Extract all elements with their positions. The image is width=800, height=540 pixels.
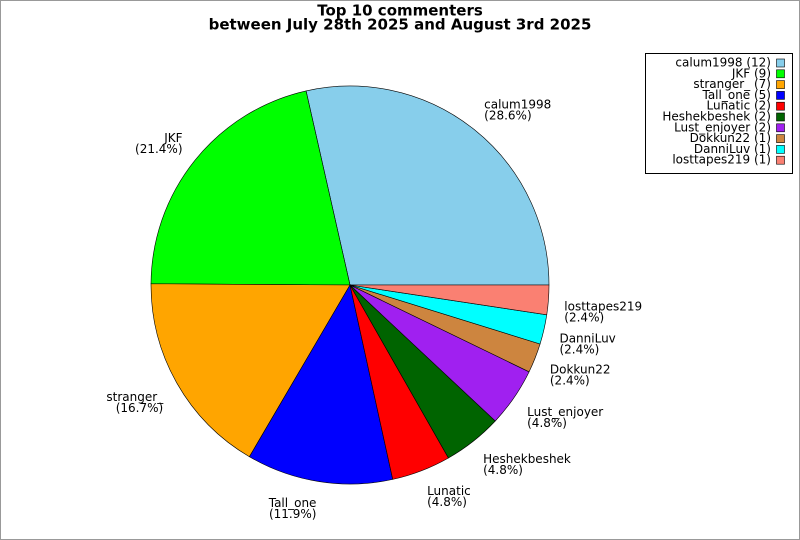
- pie-slice: [305, 85, 550, 286]
- chart-subtitle: between July 28th 2025 and August 3rd 20…: [209, 16, 592, 34]
- slice-value-label: (2.4%): [564, 311, 604, 325]
- legend-swatch: [776, 80, 785, 89]
- slice-label: losttapes219: [564, 300, 642, 314]
- slice-label: Tall_one: [268, 496, 317, 510]
- slice-label: JKF: [163, 131, 182, 145]
- legend-swatch: [776, 123, 785, 133]
- legend-label: calum1998 (12): [675, 56, 771, 70]
- slice-value-label: (4.8%): [427, 495, 467, 509]
- legend-swatch: [776, 155, 785, 165]
- legend-label: Tall_one (5): [701, 88, 771, 102]
- legend-swatch: [776, 112, 785, 122]
- slice-value-label: (11.9%): [269, 507, 316, 521]
- slice-label: Lust_enjoyer: [527, 405, 603, 419]
- pie-slice: [349, 284, 550, 316]
- slice-value-label: (4.8%): [527, 416, 567, 430]
- slice-value-label: (16.7%): [116, 401, 163, 415]
- chart-title: Top 10 commenters: [317, 2, 483, 20]
- legend-label: Lust_enjoyer (2): [674, 120, 771, 134]
- legend-swatch: [776, 101, 785, 111]
- legend-swatch: [776, 145, 785, 154]
- slice-label: stranger_: [106, 390, 164, 404]
- legend-label: stranger_ (7): [693, 77, 771, 91]
- slice-value-label: (4.8%): [483, 463, 523, 477]
- legend-box: [645, 53, 793, 174]
- legend-label: DanniLuv (1): [694, 142, 771, 156]
- slice-label: DanniLuv: [559, 332, 615, 346]
- slice-label: Dokkun22: [550, 362, 611, 376]
- legend-label: losttapes219 (1): [672, 153, 771, 167]
- slice-value-label: (2.4%): [550, 373, 590, 387]
- legend-label: JKF (9): [731, 66, 771, 80]
- slice-label: Lunatic: [427, 484, 471, 498]
- slice-value-label: (2.4%): [559, 343, 599, 357]
- pie-slice: [249, 284, 394, 485]
- legend-label: Dokkun22 (1): [690, 131, 771, 145]
- legend-swatch: [776, 69, 785, 79]
- slice-label: Heshekbeshek: [483, 452, 571, 466]
- legend-label: Lunatic (2): [707, 99, 772, 113]
- legend-label: Heshekbeshek (2): [662, 110, 771, 124]
- pie-slice: [150, 283, 351, 458]
- slice-label: calum1998: [484, 98, 551, 112]
- slice-value-label: (21.4%): [135, 142, 182, 156]
- legend-swatch: [776, 58, 785, 68]
- legend-swatch: [776, 134, 785, 143]
- slice-value-label: (28.6%): [484, 109, 531, 123]
- pie-slice: [150, 90, 351, 286]
- legend-swatch: [776, 91, 785, 100]
